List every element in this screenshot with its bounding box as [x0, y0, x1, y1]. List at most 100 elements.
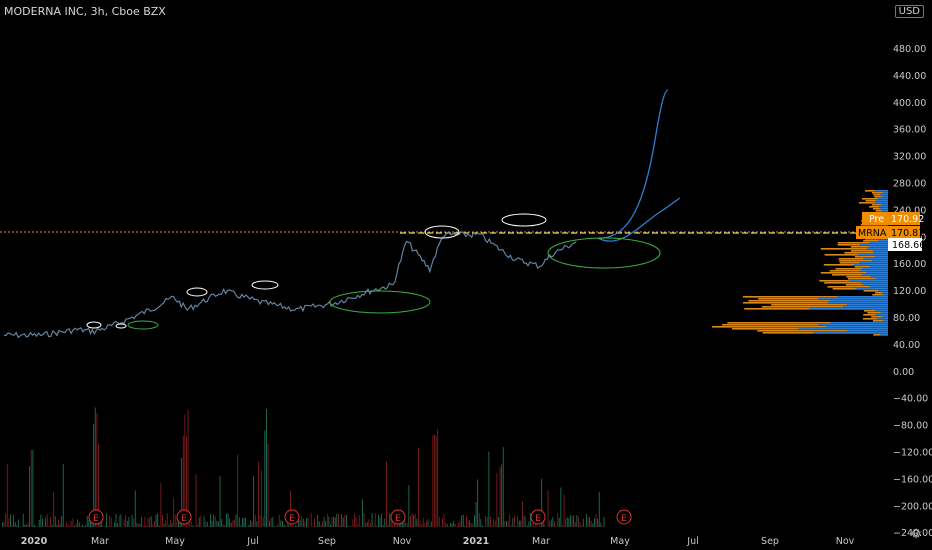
volume-bar [362, 499, 363, 527]
time-tick-label: May [610, 536, 630, 547]
volume-bar [510, 525, 512, 527]
profile-bar [858, 254, 888, 256]
volume-bar [442, 518, 443, 527]
price-tick-label: 280.00 [893, 179, 926, 190]
volume-bar [386, 461, 387, 527]
profile-bar [883, 320, 888, 322]
white-ellipse [424, 225, 460, 239]
price-tick-label: −120.00 [893, 448, 932, 459]
volume-bar [210, 513, 211, 527]
volume-bar [187, 409, 189, 527]
volume-bar [602, 525, 603, 527]
volume-bar [64, 526, 66, 527]
profile-bar [877, 198, 888, 200]
volume-bar [230, 522, 232, 527]
volume-bar [150, 516, 152, 527]
volume-bar [397, 523, 399, 527]
profile-bar [862, 318, 888, 320]
volume-bar [229, 518, 231, 527]
volume-bar [424, 523, 426, 527]
volume-bar [46, 514, 48, 527]
volume-bar [584, 526, 586, 527]
volume-bar [173, 498, 175, 527]
volume-bar [298, 520, 299, 527]
volume-bar [334, 517, 336, 527]
volume-bar [586, 513, 587, 527]
profile-bar [882, 316, 888, 318]
profile-bar [863, 240, 888, 242]
volume-bar [275, 526, 277, 527]
time-axis[interactable]: 2020 Mar May Jul Sep Nov 2021 Mar May Jul Sep Nov [21, 536, 855, 547]
volume-bar [59, 523, 61, 527]
earnings-marker[interactable]: E [176, 509, 192, 525]
volume-bar [3, 521, 5, 527]
profile-bar [809, 308, 888, 310]
volume-bar [467, 520, 469, 527]
earnings-marker[interactable]: E [390, 509, 406, 525]
volume-bar [211, 521, 213, 527]
earnings-marker[interactable]: E [284, 509, 300, 525]
profile-bar [829, 300, 888, 302]
profile-bar [869, 206, 888, 208]
volume-bar [155, 514, 157, 527]
volume-bar [562, 524, 563, 527]
profile-bar [743, 302, 888, 304]
volume-bar [120, 514, 122, 527]
earnings-marker[interactable]: E [616, 509, 632, 525]
profile-bar [824, 254, 888, 256]
profile-bar [827, 302, 888, 304]
currency-button[interactable]: USD [894, 5, 924, 18]
projection-line-low [597, 197, 681, 242]
volume-bar [83, 526, 85, 527]
volume-bar [202, 526, 203, 527]
volume-bar [77, 519, 79, 527]
earnings-marker[interactable]: E [530, 509, 546, 525]
pre-label: Pre [869, 214, 884, 225]
gear-icon[interactable]: ⚙ [910, 527, 922, 542]
pre-badge: Pre 170.92 [862, 212, 924, 225]
volume-bar [587, 517, 589, 527]
volume-bar [488, 451, 490, 527]
volume-bar [350, 526, 352, 527]
volume-bar [158, 525, 160, 527]
profile-bar [862, 284, 888, 286]
price-line [3, 231, 577, 339]
profile-bar [831, 274, 888, 276]
profile-bar [867, 248, 888, 250]
green-ellipse [329, 290, 431, 314]
earnings-marker[interactable]: E [88, 509, 104, 525]
volume-bar [595, 514, 597, 527]
volume-bar [358, 515, 360, 527]
volume-bar [427, 519, 429, 527]
volume-bar [363, 513, 365, 527]
volume-bar [74, 525, 75, 527]
profile-bar [866, 272, 888, 274]
volume-bar [506, 521, 507, 527]
profile-bar [875, 278, 888, 280]
volume-bar [598, 492, 600, 527]
volume-bar [18, 519, 19, 527]
profile-bar [860, 270, 888, 272]
profile-bar [837, 242, 888, 244]
volume-bar [405, 522, 407, 527]
volume-bar [547, 490, 549, 527]
volume-bar [502, 447, 504, 527]
volume-bar [222, 524, 224, 527]
time-tick-label: Jul [686, 536, 698, 547]
volume-bar [302, 518, 304, 527]
volume-bar [379, 517, 381, 527]
profile-bar [875, 314, 888, 316]
volume-bar [384, 518, 386, 527]
volume-bar [315, 526, 317, 527]
white-ellipses [86, 213, 547, 329]
profile-bar [869, 246, 888, 248]
price-axis[interactable]: 480.00 440.00 400.00 360.00 320.00 280.00 240.… [893, 44, 932, 539]
profile-bar [881, 204, 888, 206]
volume-bar [190, 521, 192, 527]
volume-bar [499, 467, 501, 527]
volume-bar [11, 524, 13, 527]
profile-bar [859, 262, 888, 264]
profile-bar [824, 282, 888, 284]
